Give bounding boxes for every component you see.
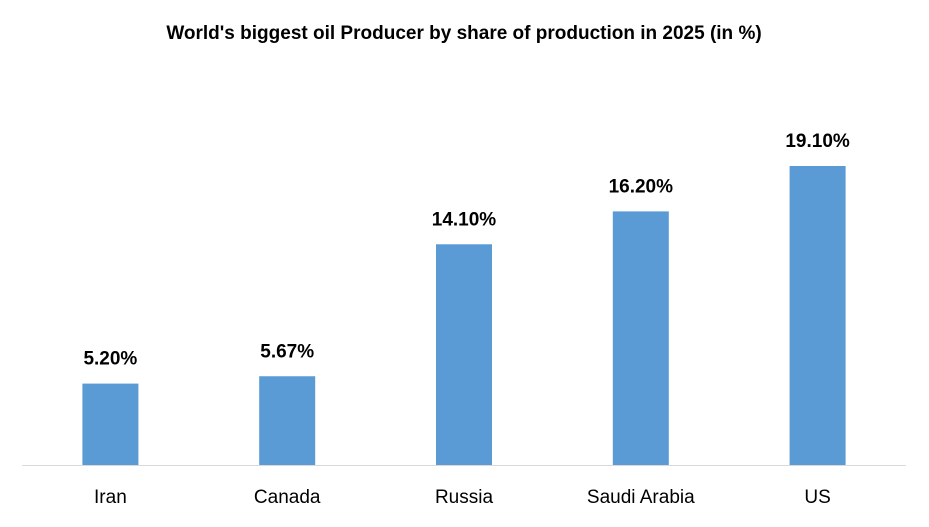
bar — [259, 376, 316, 465]
value-label: 14.10% — [432, 209, 497, 230]
value-label: 19.10% — [785, 131, 850, 152]
bar — [612, 211, 669, 465]
x-tick-label: US — [804, 487, 830, 508]
bar — [436, 244, 492, 465]
x-tick-label: Iran — [94, 487, 127, 508]
chart-title: World's biggest oil Producer by share of… — [166, 23, 761, 44]
x-tick-label: Saudi Arabia — [587, 487, 695, 508]
x-tick-label: Canada — [254, 487, 321, 508]
value-label: 16.20% — [609, 176, 674, 197]
value-label: 5.67% — [260, 341, 314, 362]
bar — [82, 383, 139, 465]
x-tick-label: Russia — [435, 487, 494, 508]
value-label: 5.20% — [83, 349, 137, 370]
bar — [789, 166, 846, 465]
